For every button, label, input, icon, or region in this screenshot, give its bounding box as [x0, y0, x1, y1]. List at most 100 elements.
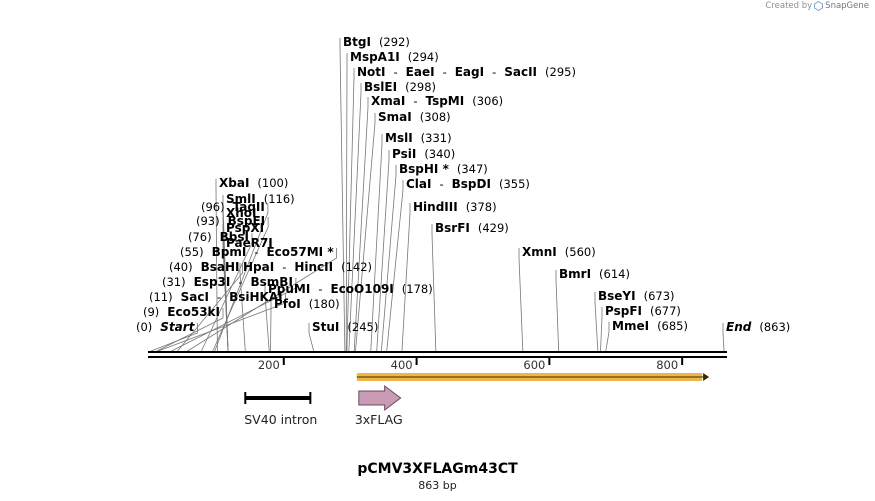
site-label[interactable]: PfoI (180) [274, 297, 340, 311]
site-position: - [492, 65, 496, 79]
site-label[interactable]: SmaI (308) [378, 110, 451, 124]
site-label[interactable]: BspHI * (347) [399, 162, 488, 176]
site-label[interactable]: MspA1I (294) [350, 50, 439, 64]
site-label[interactable]: (31) Esp3I - BsmBI [162, 275, 293, 289]
enzyme-name: EaeI [406, 65, 435, 79]
enzyme-name: PaeR7I [226, 236, 273, 250]
site-label[interactable]: HindIII (378) [413, 200, 497, 214]
site-leader-line [215, 179, 218, 352]
site-label[interactable]: PaeR7I [226, 236, 273, 250]
site-position: - [282, 260, 286, 274]
enzyme-name: BtgI [343, 35, 371, 49]
site-label[interactable]: (96) TaqII [201, 200, 265, 214]
site-position: (11) [149, 290, 173, 304]
site-label[interactable]: BtgI (292) [343, 35, 410, 49]
enzyme-name: BslEI [364, 80, 397, 94]
site-label[interactable]: XhoI [226, 206, 257, 220]
site-label[interactable]: (93) BspEI [196, 214, 265, 228]
site-leader-line [355, 113, 376, 352]
site-leader-line [212, 217, 269, 352]
site-position: (378) [466, 200, 497, 214]
enzyme-name: MslI [385, 131, 413, 145]
site-leader-line [308, 323, 315, 352]
site-label[interactable]: NotI - EaeI - EagI - SacII (295) [357, 65, 576, 79]
enzyme-name: TspMI [425, 94, 464, 108]
enzyme-name: BbsI [220, 230, 249, 244]
site-leader-line [518, 248, 524, 352]
site-position: (31) [162, 275, 186, 289]
enzyme-name: SmlI [226, 192, 256, 206]
site-label[interactable]: BmrI (614) [559, 267, 630, 281]
site-label[interactable]: XmaI - TspMI (306) [371, 94, 503, 108]
plasmid-name: pCMV3XFLAGm43CT [357, 461, 518, 477]
site-position: (55) [180, 245, 204, 259]
axis-ticks: 200 400 600 800 [258, 357, 684, 372]
site-label[interactable]: PpuMI - EcoO109I (178) [268, 282, 433, 296]
site-label[interactable]: PspXI [226, 221, 264, 235]
orf-feature[interactable] [356, 373, 710, 381]
site-position: (96) [201, 200, 225, 214]
enzyme-name: ClaI [406, 177, 431, 191]
site-leader-line [594, 292, 599, 352]
site-position: - [238, 275, 242, 289]
credit-text: Created by [765, 1, 813, 11]
site-label[interactable]: StuI (245) [312, 320, 378, 334]
site-label[interactable]: (11) SacI - BsiHKAI [149, 290, 283, 304]
site-position: (355) [499, 177, 530, 191]
tick-label: 800 [656, 358, 678, 372]
flag-tag-arrow[interactable] [358, 385, 402, 411]
site-leader-line [605, 322, 610, 352]
site-leader-line [345, 53, 348, 352]
site-position: (347) [457, 162, 488, 176]
site-leader-line [600, 307, 603, 352]
site-label[interactable]: XbaI (100) [219, 176, 288, 190]
site-leader-line [386, 180, 404, 352]
site-label[interactable]: SmlI (116) [226, 192, 295, 206]
site-leader-line [722, 323, 725, 352]
site-label[interactable]: BseYI (673) [598, 289, 675, 303]
enzyme-name: BmrI [559, 267, 591, 281]
feature-label: 3xFLAG [355, 412, 403, 427]
site-position: - [439, 177, 443, 191]
site-label[interactable]: (40) BsaHI [169, 260, 240, 274]
enzyme-name: EagI [455, 65, 484, 79]
site-label[interactable]: MmeI (685) [612, 319, 688, 333]
site-leader-line [353, 97, 369, 352]
site-position: - [217, 290, 221, 304]
site-label[interactable]: XmnI (560) [522, 245, 596, 259]
features: SV40 intron 3xFLAG [244, 385, 403, 427]
site-label[interactable]: ClaI - BspDI (355) [406, 177, 530, 191]
site-position: (294) [408, 50, 439, 64]
enzyme-name: BsmBI [251, 275, 293, 289]
enzyme-name: SacII [504, 65, 537, 79]
site-position: (685) [657, 319, 688, 333]
site-leader-line [158, 293, 286, 352]
site-label[interactable]: (9) Eco53kI [143, 305, 220, 319]
enzyme-name: MspA1I [350, 50, 400, 64]
site-label[interactable]: (0) Start [136, 320, 196, 334]
site-label[interactable]: End (863) [726, 320, 790, 334]
site-label[interactable]: (76) BbsI [188, 230, 249, 244]
enzyme-name: PspXI [226, 221, 264, 235]
site-leader-line [201, 233, 253, 352]
site-position: (142) [341, 260, 372, 274]
feature-label: SV40 intron [244, 412, 317, 427]
site-position: (116) [264, 192, 295, 206]
credit-brand: SnapGene [825, 1, 869, 11]
site-label[interactable]: (55) BpmI - Eco57MI * [180, 245, 334, 259]
site-label[interactable]: HpaI - HincII (142) [243, 260, 372, 274]
site-label[interactable]: MslI (331) [385, 131, 452, 145]
site-label[interactable]: BslEI (298) [364, 80, 436, 94]
site-position: (295) [545, 65, 576, 79]
enzyme-name: TaqII [233, 200, 265, 214]
site-leader-line [346, 68, 355, 352]
enzyme-name: XhoI [226, 206, 257, 220]
enzyme-name: BsiHKAI [229, 290, 283, 304]
enzyme-name: End [726, 320, 752, 334]
site-label[interactable]: PsiI (340) [392, 147, 455, 161]
site-label[interactable]: PspFI (677) [605, 304, 681, 318]
enzyme-name: BseYI [598, 289, 636, 303]
site-position: - [443, 65, 447, 79]
site-leader-line [177, 263, 243, 352]
site-label[interactable]: BsrFI (429) [435, 221, 509, 235]
